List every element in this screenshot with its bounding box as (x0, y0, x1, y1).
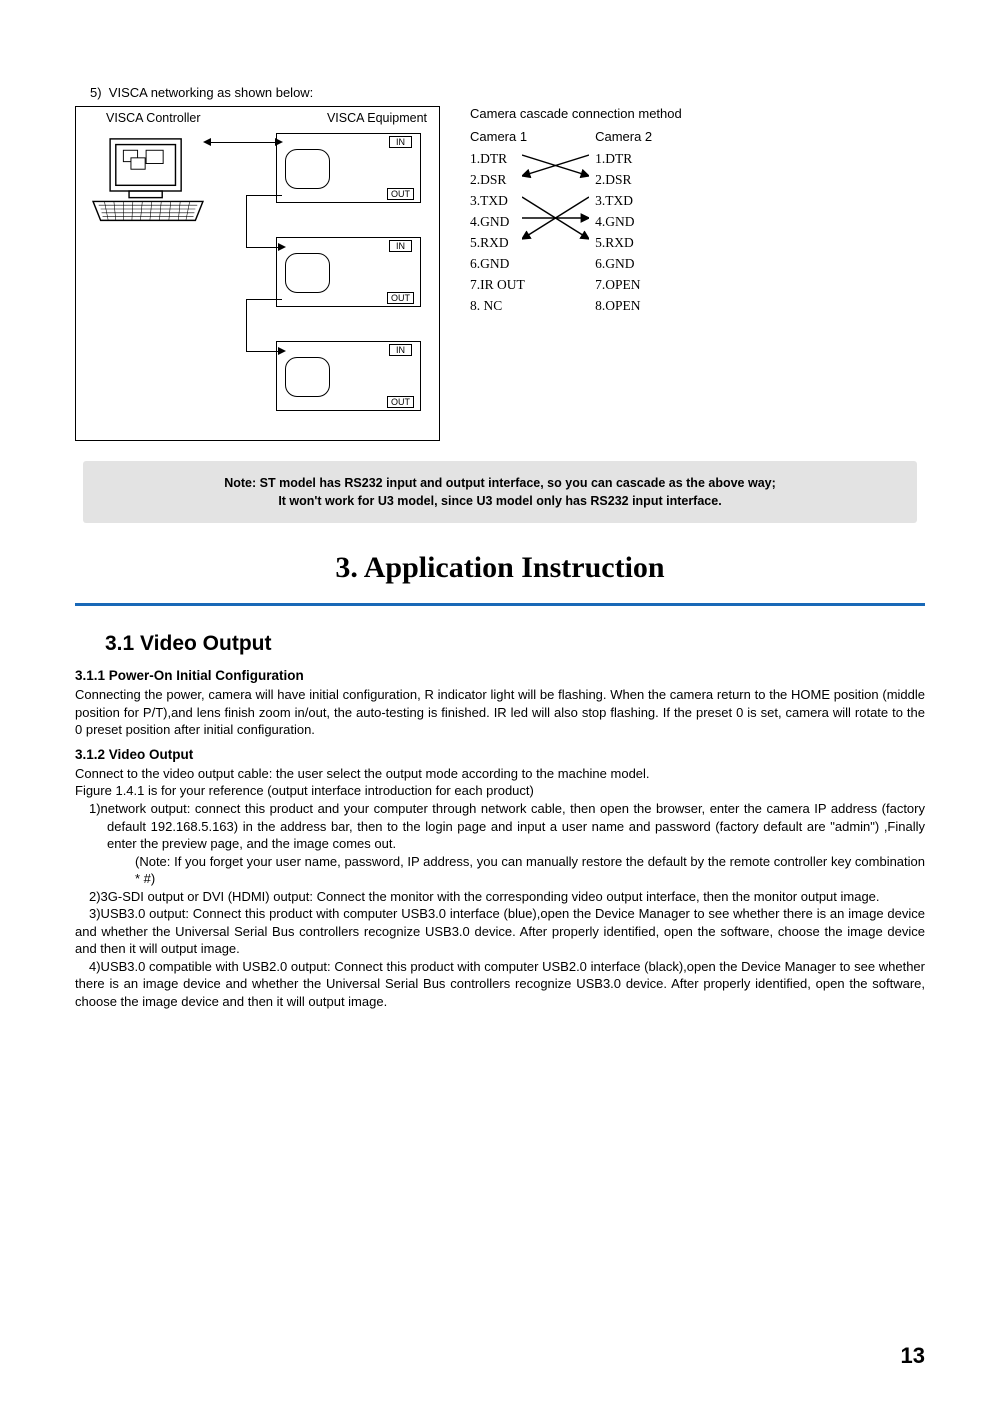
visca-equipment-label: VISCA Equipment (327, 111, 427, 125)
cascade-col2-header: Camera 2 (595, 127, 652, 147)
col2-pin-5: 6.GND (595, 254, 652, 275)
cascade-arrows-icon (522, 149, 589, 279)
section-heading: 3.1 Video Output (75, 632, 925, 656)
list-item-2: 2)3G-SDI output or DVI (HDMI) output: Co… (75, 888, 925, 906)
list-item-1: 1)network output: connect this product a… (75, 800, 925, 853)
cascade-table: Camera cascade connection method Camera … (470, 106, 925, 441)
cascade-title: Camera cascade connection method (470, 106, 925, 121)
col2-pin-2: 3.TXD (595, 191, 652, 212)
computer-icon (88, 137, 208, 227)
col1-pin-5: 6.GND (470, 254, 527, 275)
col2-pin-1: 2.DSR (595, 170, 652, 191)
col2-pin-4: 5.RXD (595, 233, 652, 254)
equipment-block-2: IN OUT (276, 237, 421, 307)
col1-pin-2: 3.TXD (470, 191, 527, 212)
col1-pin-1: 2.DSR (470, 170, 527, 191)
blue-divider (75, 603, 925, 606)
page-number: 13 (901, 1343, 925, 1369)
col2-pin-0: 1.DTR (595, 149, 652, 170)
col1-pin-7: 8. NC (470, 296, 527, 317)
intro-line: 5) VISCA networking as shown below: (75, 85, 925, 100)
note-line-1: Note: ST model has RS232 input and outpu… (108, 474, 892, 492)
col2-pin-7: 8.OPEN (595, 296, 652, 317)
col2-pin-6: 7.OPEN (595, 275, 652, 296)
note-box: Note: ST model has RS232 input and outpu… (83, 461, 917, 523)
visca-controller-label: VISCA Controller (106, 111, 200, 125)
cascade-col1-header: Camera 1 (470, 127, 527, 147)
note-line-2: It won't work for U3 model, since U3 mod… (108, 492, 892, 510)
equipment-block-3: IN OUT (276, 341, 421, 411)
paragraph-2a: Connect to the video output cable: the u… (75, 765, 925, 783)
visca-diagram: VISCA Controller VISCA Equipment (75, 106, 440, 441)
intro-text: VISCA networking as shown below: (109, 85, 314, 100)
equipment-block-1: IN OUT (276, 133, 421, 203)
sub-heading-1: 3.1.1 Power-On Initial Configuration (75, 668, 925, 683)
sub-heading-2: 3.1.2 Video Output (75, 747, 925, 762)
paragraph-1: Connecting the power, camera will have i… (75, 686, 925, 739)
col2-pin-3: 4.GND (595, 212, 652, 233)
list-item-1-note: (Note: If you forget your user name, pas… (75, 853, 925, 888)
col1-pin-6: 7.IR OUT (470, 275, 527, 296)
paragraph-2b: Figure 1.4.1 is for your reference (outp… (75, 782, 925, 800)
col1-pin-4: 5.RXD (470, 233, 527, 254)
intro-number: 5) (90, 85, 102, 100)
col1-pin-0: 1.DTR (470, 149, 527, 170)
col1-pin-3: 4.GND (470, 212, 527, 233)
list-item-3: 3)USB3.0 output: Connect this product wi… (75, 905, 925, 958)
list-item-4: 4)USB3.0 compatible with USB2.0 output: … (75, 958, 925, 1011)
main-heading: 3. Application Instruction (75, 551, 925, 585)
